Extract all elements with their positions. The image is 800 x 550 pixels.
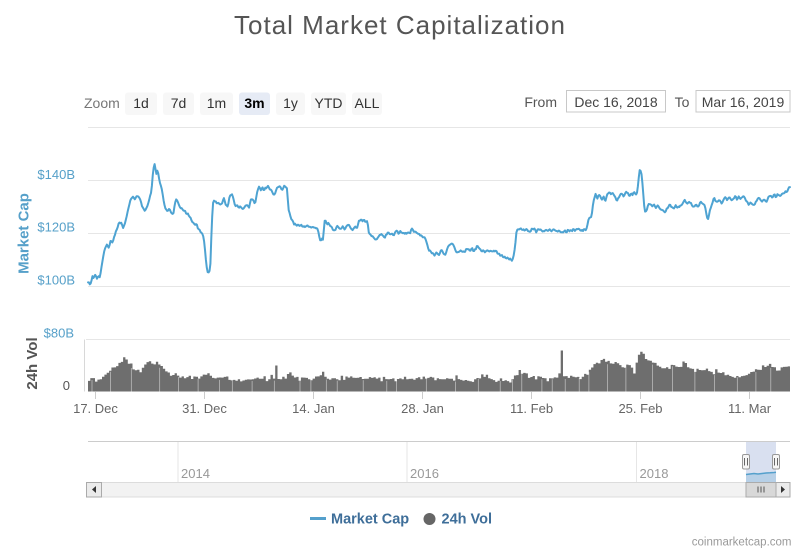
svg-text:24h Vol: 24h Vol — [24, 337, 41, 389]
svg-text:ALL: ALL — [355, 95, 380, 111]
svg-text:11. Mar: 11. Mar — [728, 401, 772, 416]
svg-text:2016: 2016 — [410, 466, 439, 481]
svg-text:17. Dec: 17. Dec — [73, 401, 118, 416]
svg-text:31. Dec: 31. Dec — [182, 401, 227, 416]
svg-text:$100B: $100B — [37, 273, 75, 288]
svg-text:11. Feb: 11. Feb — [510, 401, 553, 416]
svg-text:To: To — [675, 94, 690, 110]
svg-text:$120B: $120B — [37, 220, 75, 235]
svg-text:1d: 1d — [133, 95, 149, 111]
svg-text:2014: 2014 — [181, 466, 210, 481]
svg-text:2018: 2018 — [640, 466, 669, 481]
svg-text:1y: 1y — [283, 95, 298, 111]
svg-text:14. Jan: 14. Jan — [292, 401, 335, 416]
svg-text:Mar 16, 2019: Mar 16, 2019 — [702, 94, 785, 110]
svg-text:Zoom: Zoom — [84, 95, 120, 111]
svg-text:$80B: $80B — [44, 326, 74, 341]
svg-text:From: From — [524, 94, 557, 110]
svg-text:Market Cap: Market Cap — [331, 512, 409, 528]
svg-text:$140B: $140B — [37, 167, 75, 182]
svg-text:25. Feb: 25. Feb — [618, 401, 662, 416]
svg-text:28. Jan: 28. Jan — [401, 401, 444, 416]
svg-text:YTD: YTD — [315, 95, 343, 111]
svg-text:coinmarketcap.com: coinmarketcap.com — [692, 537, 792, 549]
svg-text:24h Vol: 24h Vol — [442, 512, 493, 528]
svg-text:0: 0 — [63, 378, 70, 393]
svg-text:Dec 16, 2018: Dec 16, 2018 — [574, 94, 657, 110]
svg-text:3m: 3m — [244, 95, 264, 111]
svg-text:1m: 1m — [207, 95, 226, 111]
svg-text:Market Cap: Market Cap — [16, 193, 33, 274]
svg-text:Total Market Capitalization: Total Market Capitalization — [234, 10, 566, 40]
svg-text:7d: 7d — [171, 95, 187, 111]
